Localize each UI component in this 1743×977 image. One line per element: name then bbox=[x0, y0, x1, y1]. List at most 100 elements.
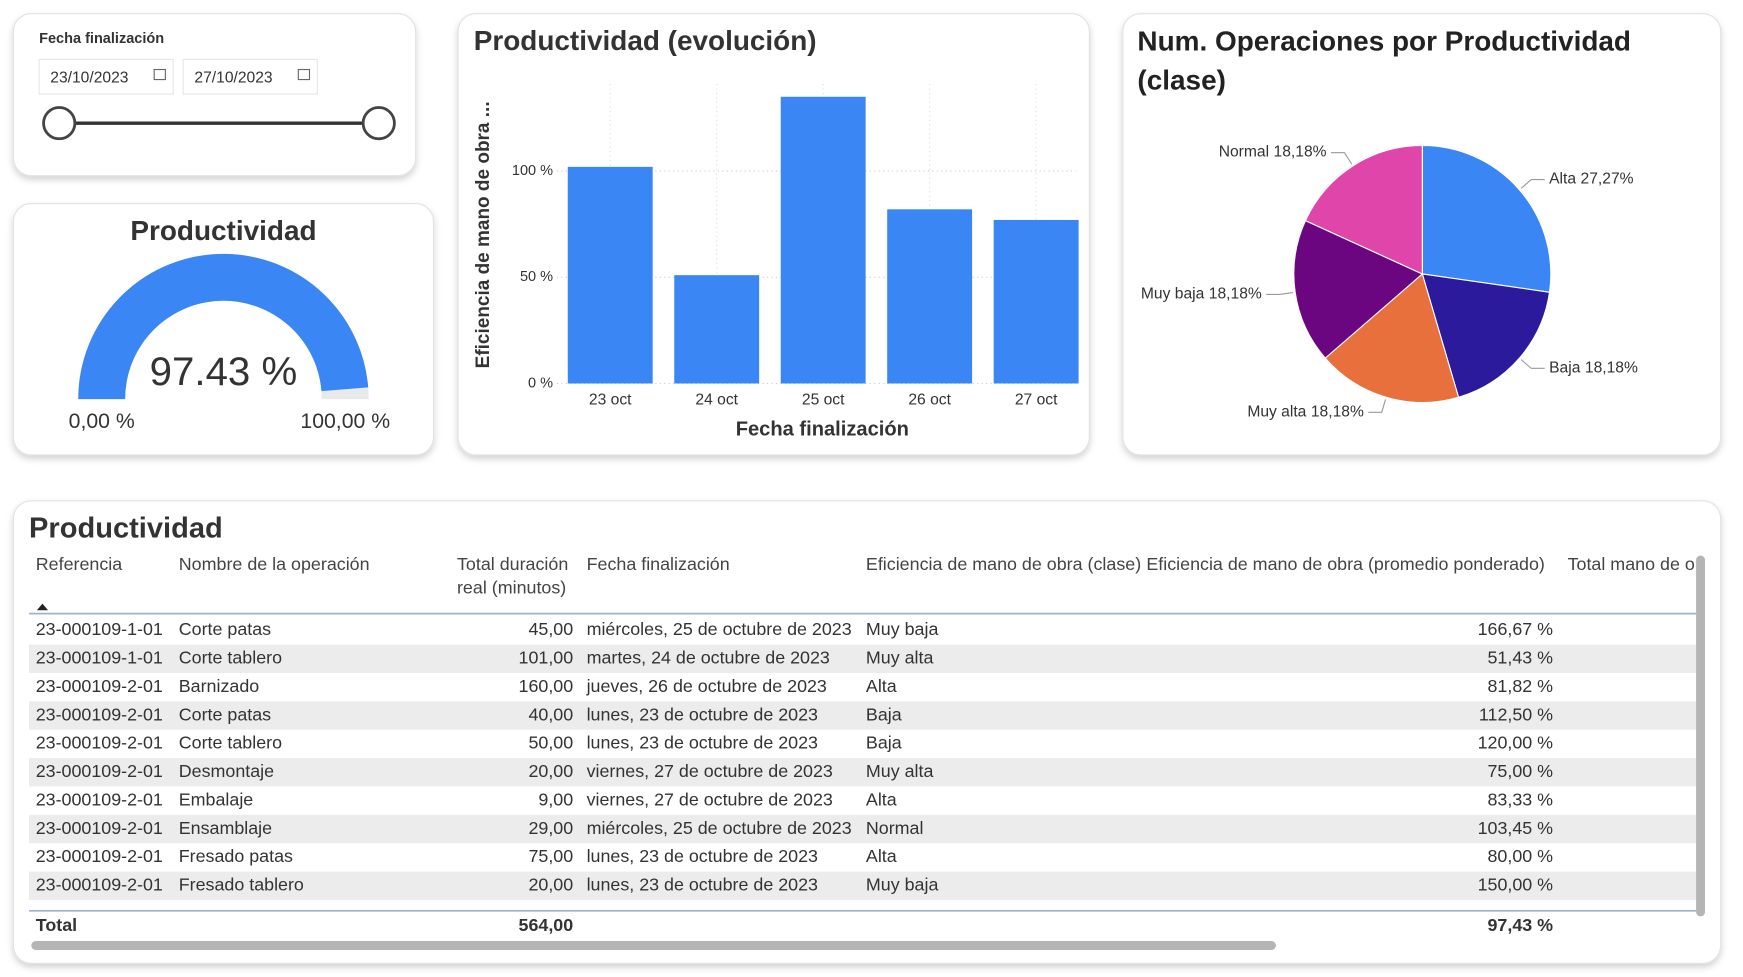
column-header[interactable]: Total duración real (minutos) bbox=[456, 555, 569, 598]
row-stripe bbox=[29, 758, 1697, 787]
table: Referencia Nombre de la operación Total du… bbox=[29, 555, 1697, 935]
table-cell: Baja bbox=[866, 733, 902, 753]
slice-label: Normal 18,18% bbox=[1219, 144, 1327, 161]
y-axis-title: Eficiencia de mano de obra ... bbox=[473, 101, 494, 368]
table-cell: lunes, 23 de octubre de 2023 bbox=[587, 846, 818, 866]
pie-title: Num. Operaciones por Productividad (clas… bbox=[1137, 25, 1631, 97]
slice-label-value: 18,18% bbox=[1311, 403, 1364, 420]
table-cell: 112,50 % bbox=[1479, 704, 1553, 724]
gauge-title: Productividad bbox=[130, 215, 316, 246]
table-cell: Muy baja bbox=[866, 875, 939, 895]
table-cell: 23-000109-2-01 bbox=[36, 704, 163, 724]
x-tick-label: 26 oct bbox=[908, 391, 951, 408]
column-header[interactable]: Total mano de o bbox=[1567, 555, 1695, 575]
slice-label-value: 18,18% bbox=[1585, 359, 1638, 376]
table-cell: Fresado tablero bbox=[179, 875, 304, 895]
column-header[interactable]: Referencia bbox=[35, 555, 123, 575]
table-cell: Barnizado bbox=[179, 676, 259, 696]
calendar-icon[interactable] bbox=[297, 68, 311, 81]
x-tick-label: 23 oct bbox=[589, 391, 632, 408]
table-title: Productividad bbox=[29, 513, 223, 545]
column-header-box: Total duración real (minutos) bbox=[456, 555, 569, 598]
row-stripe bbox=[29, 814, 1697, 844]
row-stripe bbox=[29, 871, 1697, 901]
table-cell: 101,00 bbox=[519, 647, 574, 667]
column-header[interactable]: Eficiencia de mano de obra (promedio pon… bbox=[1146, 555, 1545, 575]
table-cell: 23-000109-2-01 bbox=[36, 846, 163, 866]
table-card bbox=[12, 500, 1722, 964]
bar bbox=[780, 96, 866, 384]
slice-label: Alta 27,27% bbox=[1549, 171, 1634, 188]
table-cell: Corte tablero bbox=[179, 647, 282, 667]
slider-handle[interactable] bbox=[361, 106, 396, 141]
row-stripe bbox=[29, 701, 1697, 730]
table-cell: Embalaje bbox=[179, 789, 254, 809]
table-cell: Normal bbox=[866, 818, 924, 838]
bar bbox=[567, 166, 653, 384]
table-cell: Baja bbox=[866, 704, 902, 724]
bar bbox=[993, 219, 1079, 384]
table-cell: Muy alta bbox=[866, 761, 934, 781]
y-tick-label: 0 % bbox=[528, 375, 553, 391]
x-tick-label: 24 oct bbox=[695, 391, 738, 408]
pie-slice bbox=[1293, 219, 1424, 359]
table-cell: miércoles, 25 de octubre de 2023 bbox=[587, 818, 852, 838]
pie-title-box: Num. Operaciones por Productividad (clas… bbox=[1137, 25, 1631, 97]
table-cell: viernes, 27 de octubre de 2023 bbox=[587, 789, 833, 809]
table-cell: 23-000109-1-01 bbox=[36, 619, 163, 639]
table-cell: 75,00 % bbox=[1488, 761, 1554, 781]
table-cell: martes, 24 de octubre de 2023 bbox=[587, 647, 830, 667]
column-header[interactable]: Eficiencia de mano de obra (clase) bbox=[865, 555, 1142, 575]
horizontal-scrollbar[interactable] bbox=[31, 941, 1276, 950]
slider-handle[interactable] bbox=[42, 106, 77, 141]
pie-slice bbox=[1421, 144, 1552, 293]
leader-line bbox=[1368, 399, 1387, 413]
slice-label-name: Alta bbox=[1549, 171, 1576, 188]
gauge-value-label: 97.43 % bbox=[150, 349, 298, 394]
start-date: 23/10/2023 bbox=[50, 70, 128, 87]
pie-slice bbox=[1304, 144, 1423, 275]
date-input[interactable] bbox=[38, 58, 174, 95]
y-tick-label: 100 % bbox=[512, 163, 553, 179]
table-cell: 81,82 % bbox=[1488, 676, 1554, 696]
slice-label: Baja 18,18% bbox=[1549, 359, 1638, 376]
slice-label-name: Muy alta bbox=[1247, 403, 1306, 420]
table-cell: Alta bbox=[866, 789, 897, 809]
slice-label: Muy alta 18,18% bbox=[1247, 403, 1364, 420]
table-cell: 120,00 % bbox=[1478, 733, 1554, 753]
vertical-scrollbar[interactable] bbox=[1696, 555, 1706, 917]
table-cell: 29,00 bbox=[528, 818, 573, 838]
column-header-box: Total mano de o bbox=[1567, 555, 1695, 575]
slice-label-value: 27,27% bbox=[1581, 171, 1634, 188]
table-cell: jueves, 26 de octubre de 2023 bbox=[586, 676, 827, 696]
leader-line bbox=[1331, 152, 1353, 165]
table-cell: 23-000109-2-01 bbox=[36, 818, 163, 838]
table-cell: 9,00 bbox=[538, 789, 573, 809]
table-cell: 150,00 % bbox=[1478, 875, 1554, 895]
column-header-box: Referencia bbox=[35, 555, 123, 575]
table-cell: Corte patas bbox=[179, 704, 271, 724]
column-header-box: Nombre de la operación bbox=[178, 555, 370, 575]
table-cell: miércoles, 25 de octubre de 2023 bbox=[587, 619, 852, 639]
bar bbox=[887, 209, 973, 384]
table-cell: Corte tablero bbox=[179, 733, 282, 753]
table-cell: Muy baja bbox=[866, 619, 939, 639]
table-cell: 83,33 % bbox=[1488, 789, 1554, 809]
calendar-icon[interactable] bbox=[153, 68, 166, 81]
table-cell: lunes, 23 de octubre de 2023 bbox=[587, 875, 818, 895]
column-header[interactable]: Fecha finalización bbox=[586, 555, 730, 575]
table-cell: lunes, 23 de octubre de 2023 bbox=[587, 704, 818, 724]
table-cell: 23-000109-2-01 bbox=[36, 733, 163, 753]
table-cell: 23-000109-2-01 bbox=[36, 676, 163, 696]
date-input[interactable] bbox=[182, 58, 318, 95]
table-cell: 23-000109-2-01 bbox=[36, 761, 163, 781]
gauge-max-label: 100,00 % bbox=[300, 410, 390, 433]
pie-slice bbox=[1421, 273, 1551, 398]
table-cell: 23-000109-1-01 bbox=[36, 647, 163, 667]
row-stripe bbox=[29, 644, 1697, 673]
slice-label-value: 18,18% bbox=[1274, 144, 1327, 161]
table-cell: 23-000109-2-01 bbox=[36, 875, 163, 895]
column-header[interactable]: Nombre de la operación bbox=[178, 555, 370, 575]
table-cell: 160,00 bbox=[519, 676, 574, 696]
